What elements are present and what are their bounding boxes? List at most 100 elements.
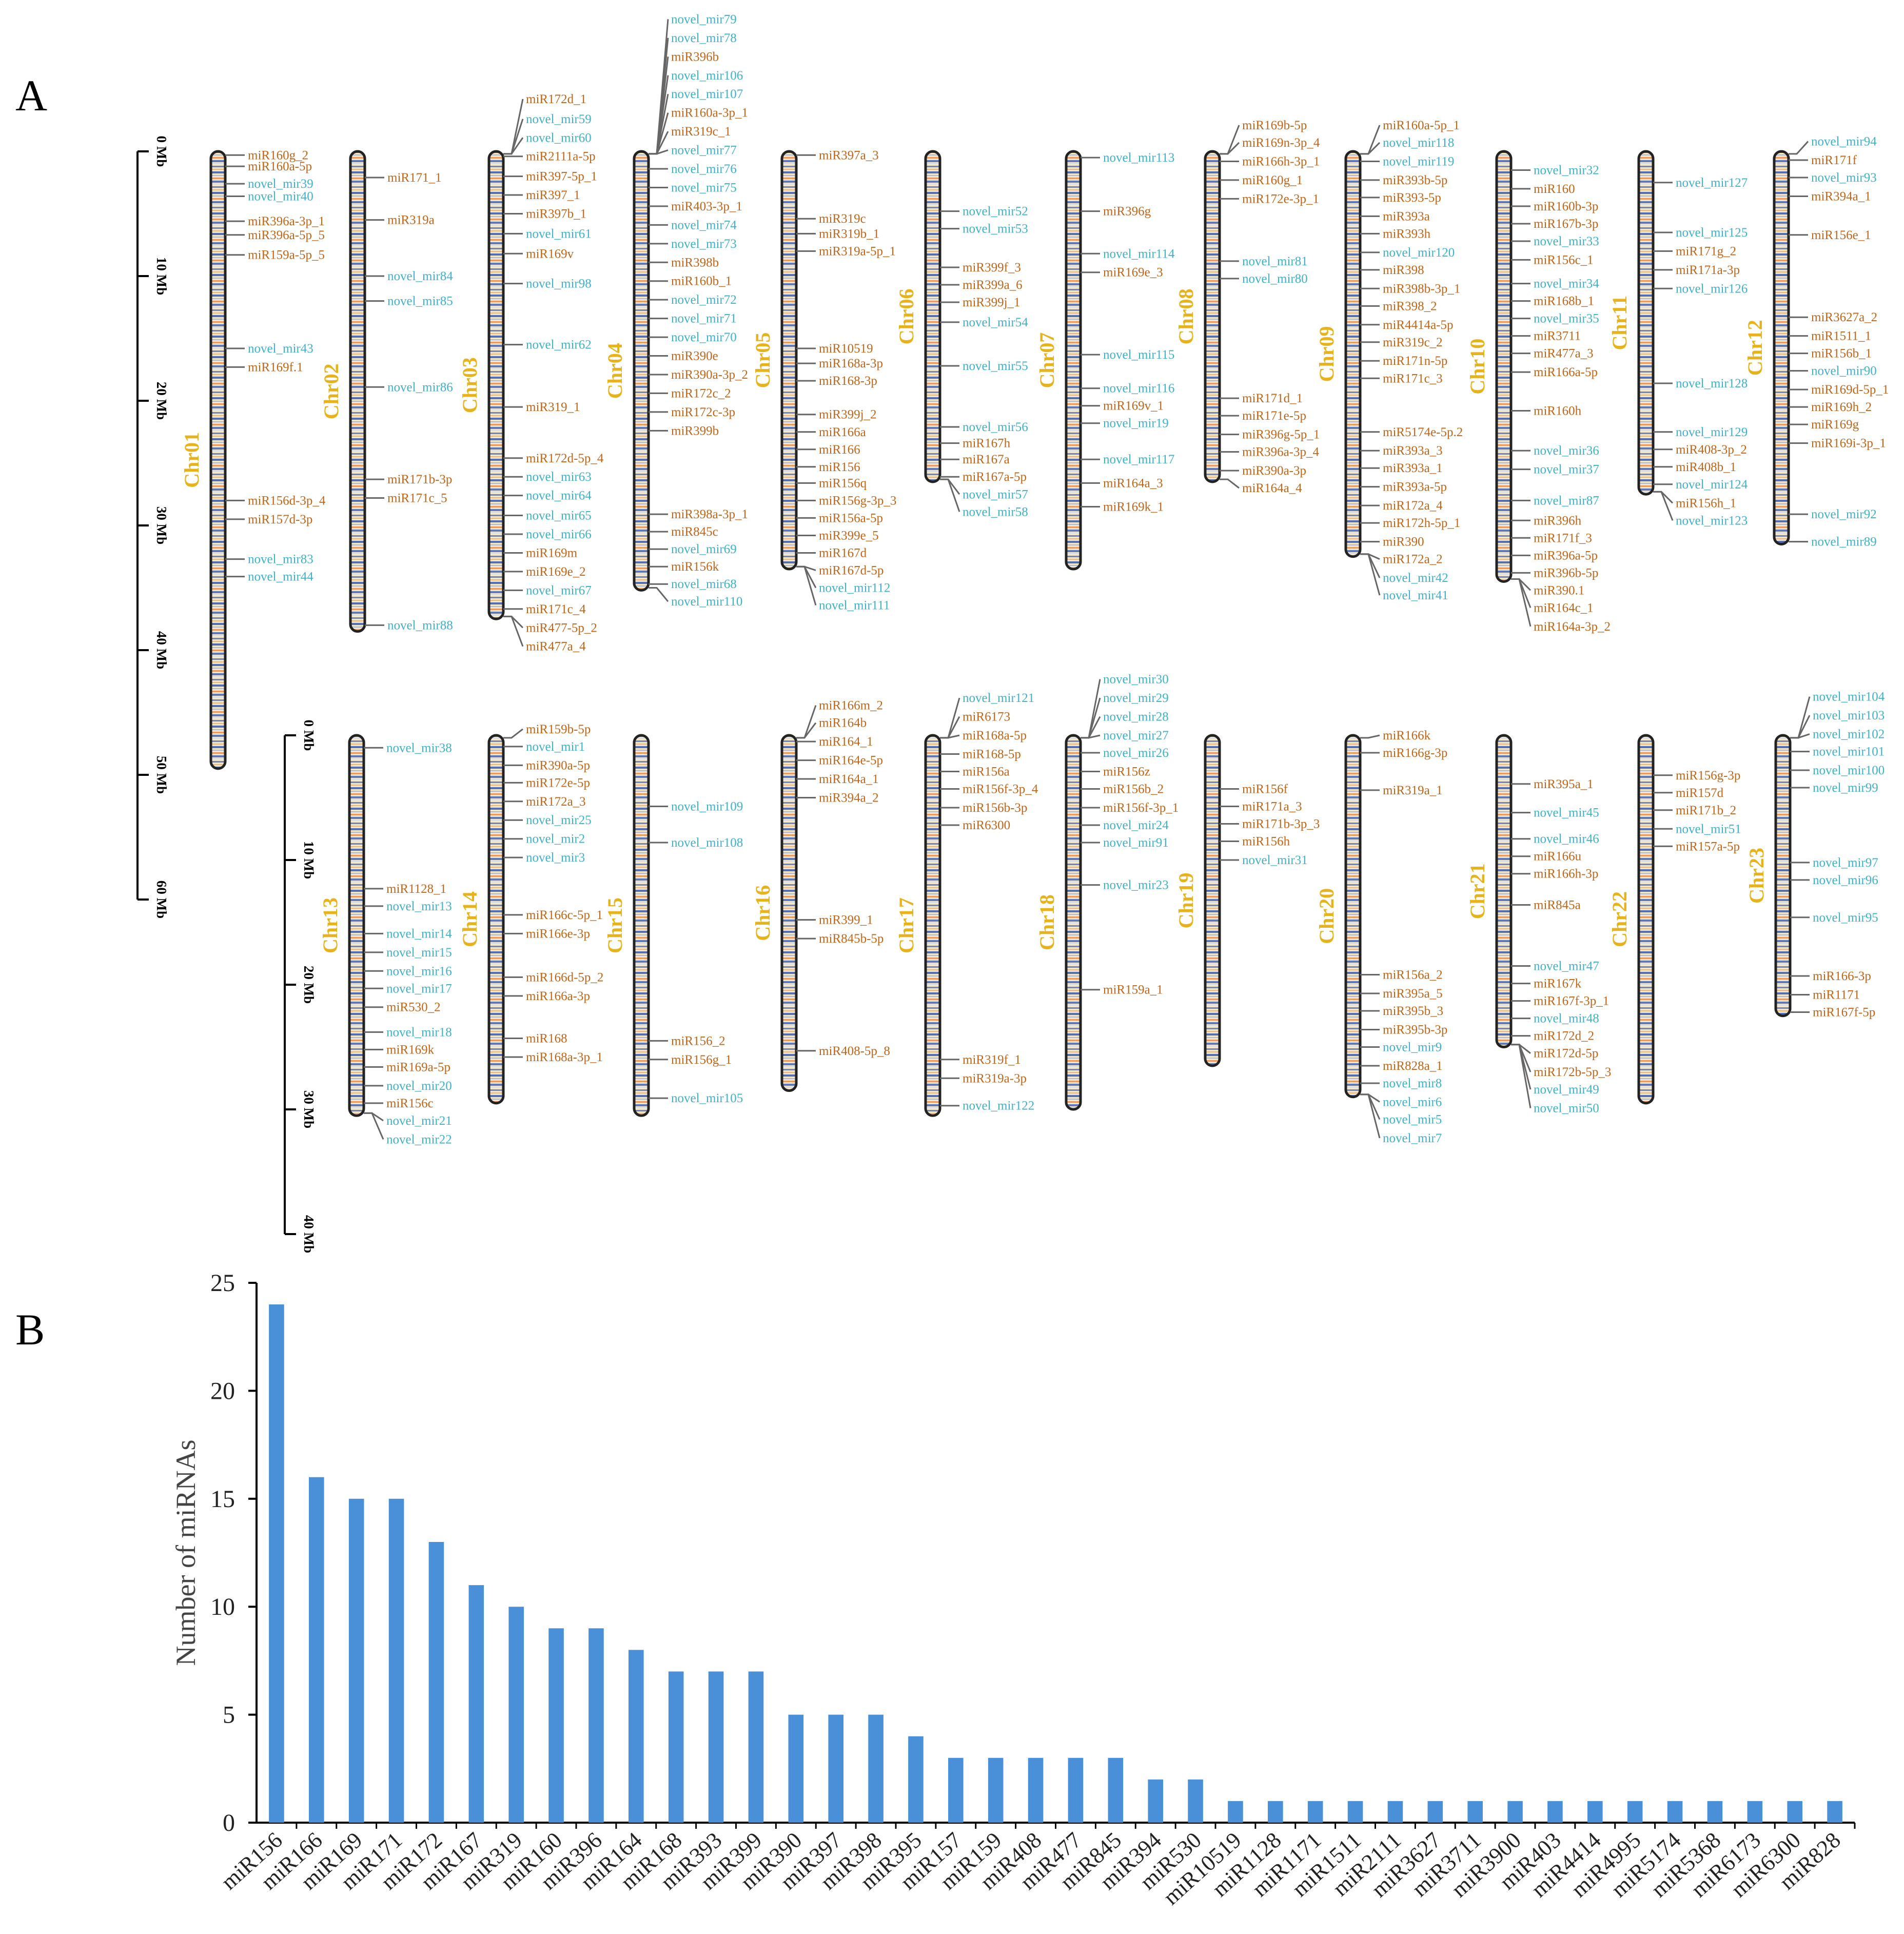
chromosome-body (1773, 150, 1790, 545)
bar-mir1128 (1268, 1801, 1283, 1823)
mirna-label: miR160a-3p_1 (671, 106, 748, 120)
mirna-label: miR399j_1 (963, 296, 1020, 309)
bar-mir1511 (1347, 1801, 1363, 1823)
mirna-label: novel_mir31 (1242, 853, 1308, 867)
mirna-label: novel_mir72 (671, 293, 737, 307)
mirna-label: novel_mir122 (963, 1099, 1034, 1113)
mirna-label: miR5174e-5p.2 (1383, 425, 1463, 439)
mirna-label: miR172b-5p_3 (1534, 1065, 1611, 1079)
mirna-label: miR166m_2 (819, 699, 883, 713)
mirna-label: novel_mir127 (1676, 176, 1748, 190)
mirna-label: miR393a (1383, 209, 1430, 223)
mirna-label: miR164a_1 (819, 772, 879, 786)
chromosome-label: Chr13 (319, 897, 342, 953)
mirna-label: novel_mir37 (1534, 463, 1599, 477)
mirna-label: novel_mir87 (1534, 494, 1599, 507)
mirna-label: miR169a-5p (386, 1060, 450, 1074)
mirna-connector (1360, 1093, 1381, 1139)
mirna-label: miR160h (1534, 404, 1582, 418)
mirna-label: miR172c-3p (671, 405, 735, 419)
mirna-label: novel_mir111 (819, 599, 890, 613)
mirna-label: miR2111a-5p (526, 150, 596, 164)
bar-mir390 (788, 1714, 804, 1823)
bar-mir6300 (1787, 1801, 1802, 1823)
mirna-label: novel_mir105 (671, 1091, 743, 1105)
mirna-label: miR168a-3p (819, 357, 883, 370)
chromosome-body (924, 150, 941, 483)
mirna-label: novel_mir114 (1103, 247, 1175, 261)
chromosome-label: Chr07 (1035, 333, 1058, 388)
mirna-label: miR828a_1 (1383, 1059, 1443, 1073)
mirna-label: miR393-5p (1383, 191, 1441, 205)
mirna-label: miR160g_1 (1242, 173, 1303, 187)
mirna-label: novel_mir104 (1813, 690, 1885, 704)
mirna-label: novel_mir78 (671, 31, 737, 45)
mirna-label: miR156b_2 (1103, 782, 1164, 796)
mirna-label: novel_mir63 (526, 470, 592, 484)
chromosome-label: Chr09 (1315, 326, 1338, 382)
chromosome-label: Chr21 (1466, 863, 1489, 919)
mirna-label: miR398_2 (1383, 299, 1437, 313)
mirna-label: miR171g_2 (1676, 244, 1736, 258)
mirna-label: miR164e-5p (819, 754, 883, 768)
mirna-label: novel_mir24 (1103, 818, 1169, 832)
bar-mir169 (348, 1498, 364, 1823)
mirna-label: miR390 (1383, 535, 1424, 549)
mirna-label: novel_mir6 (1383, 1095, 1442, 1109)
mirna-label: novel_mir69 (671, 542, 737, 556)
mirna-label: novel_mir19 (1103, 417, 1169, 431)
mirna-label: miR396a-3p_4 (1242, 445, 1319, 459)
mirna-label: novel_mir5 (1383, 1112, 1442, 1126)
mirna-label: miR166a (819, 425, 866, 439)
chromosome-body (1637, 150, 1655, 496)
bar-mir10519 (1228, 1801, 1243, 1823)
mirna-label: novel_mir60 (526, 131, 592, 145)
chromosome-body (1495, 734, 1513, 1048)
mirna-label: miR390a-5p (526, 758, 590, 772)
mirna-label: miR319c (819, 212, 866, 226)
mirna-label: miR408-5p_8 (819, 1044, 890, 1058)
mirna-label: novel_mir91 (1103, 836, 1169, 850)
chromosome-chr23: Chr23 novel_mir104 novel_mir103 novel_mir10… (1745, 690, 1885, 1020)
mirna-label: miR169v_1 (1103, 399, 1164, 413)
mirna-label: miR169m (526, 546, 578, 560)
mirna-label: miR171e-5p (1242, 409, 1306, 423)
mirna-label: miR167k (1534, 977, 1582, 991)
mirna-label: miR169f.1 (248, 360, 303, 374)
chromosome-chr11: Chr11 novel_mir127 novel_mir125 miR171g_2mi… (1608, 150, 1748, 528)
bar-mir3627 (1427, 1801, 1443, 1823)
mirna-label: miR396a-3p_1 (248, 214, 325, 228)
mirna-label: miR403-3p_1 (671, 200, 742, 213)
mirna-connector (1220, 142, 1240, 155)
mirna-label: miR172d_1 (526, 92, 586, 106)
mirna-label: novel_mir56 (963, 420, 1028, 434)
mirna-label: miR399a_6 (963, 278, 1023, 292)
scale-bottom-tick-label: 0 Mb (301, 720, 317, 751)
mirna-label: novel_mir53 (963, 222, 1028, 236)
mirna-label: miR172h-5p_1 (1383, 516, 1460, 530)
mirna-label: miR156k (671, 560, 719, 574)
mirna-label: miR167a-5p (963, 470, 1027, 484)
mirna-label: miR168a-5p (963, 729, 1027, 743)
panel-b-letter: B (15, 1305, 45, 1354)
mirna-label: miR156g_1 (671, 1053, 732, 1067)
mirna-label: novel_mir34 (1534, 277, 1599, 291)
mirna-label: novel_mir18 (386, 1025, 452, 1039)
mirna-label: miR166 (819, 443, 860, 457)
mirna-connector (940, 478, 960, 512)
mirna-label: miR398b-3p_1 (1383, 282, 1460, 296)
mirna-label: novel_mir89 (1811, 535, 1877, 549)
mirna-label: novel_mir28 (1103, 710, 1169, 724)
mirna-label: novel_mir25 (526, 813, 592, 827)
mirna-label: miR156b-3p (963, 801, 1027, 815)
mirna-label: novel_mir1 (526, 740, 585, 754)
panel-a-letter: A (15, 71, 47, 120)
mirna-label: novel_mir3 (526, 851, 585, 865)
bar-mir828 (1827, 1801, 1842, 1823)
mirna-label: miR167h (963, 437, 1011, 451)
scale-bottom-tick-label: 10 Mb (301, 841, 317, 879)
mirna-label: novel_mir32 (1534, 163, 1599, 177)
mirna-label: miR171c_4 (526, 602, 586, 616)
